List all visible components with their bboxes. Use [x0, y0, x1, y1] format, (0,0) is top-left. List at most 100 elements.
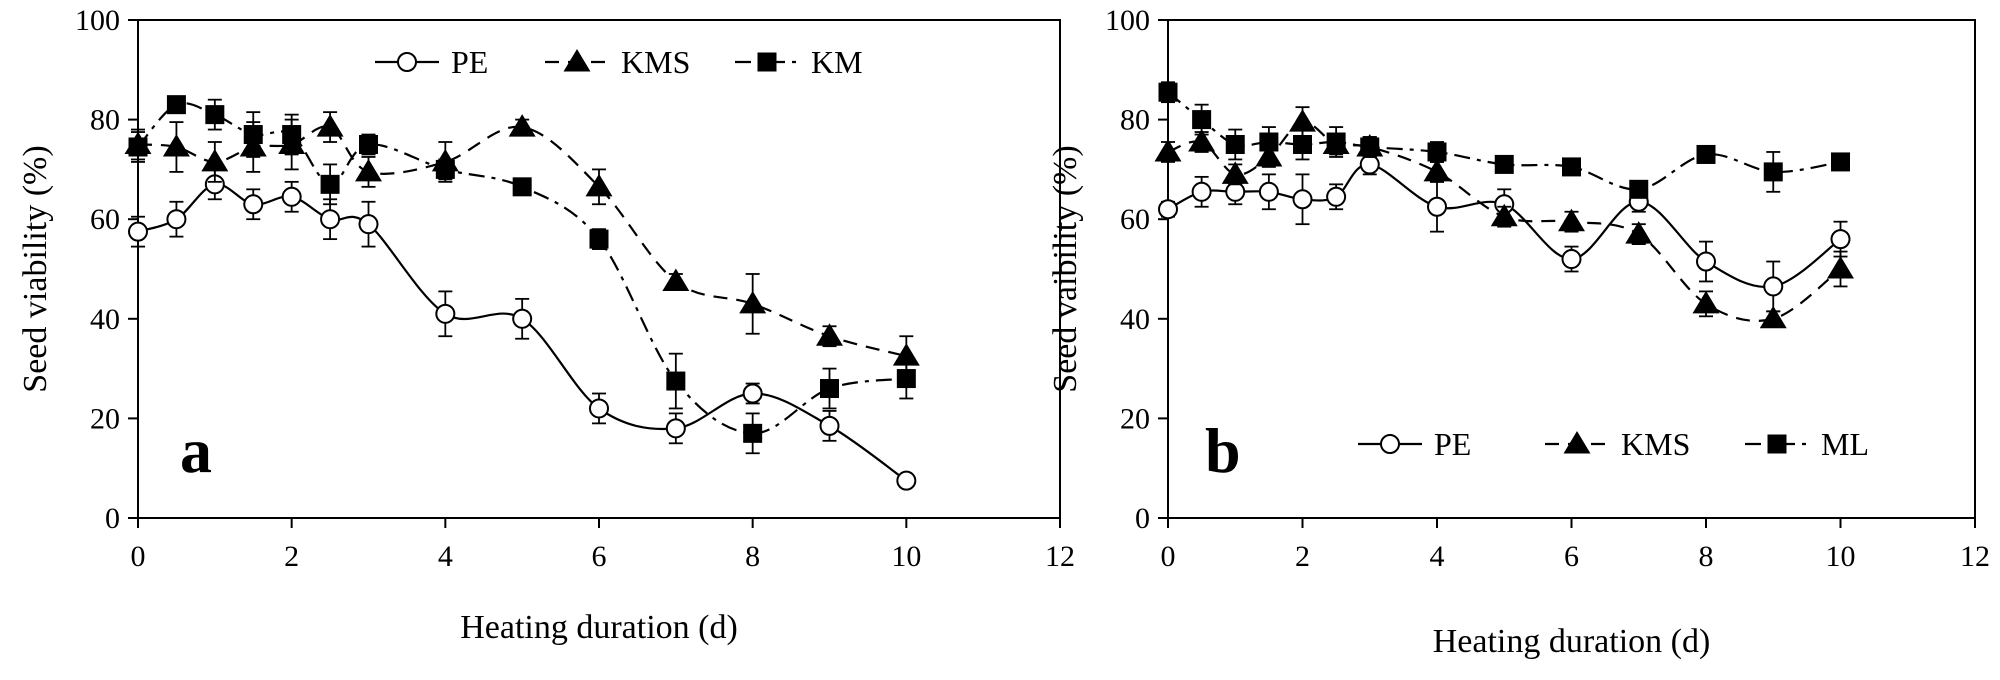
- data-point: [662, 268, 690, 291]
- data-point: [128, 137, 148, 157]
- panel-letter: a: [180, 415, 212, 486]
- legend-label: KM: [811, 44, 863, 80]
- data-point: [1427, 142, 1447, 162]
- data-point: [1188, 129, 1216, 152]
- y-tick-label: 20: [90, 402, 120, 435]
- y-tick-label: 20: [1120, 402, 1150, 435]
- series-pe: [1158, 153, 1851, 313]
- legend-marker: [757, 52, 777, 72]
- data-point: [1221, 161, 1249, 184]
- y-tick-label: 0: [1135, 502, 1150, 535]
- y-tick-label: 0: [105, 502, 120, 535]
- legend-marker: [397, 52, 417, 72]
- data-point: [205, 105, 225, 125]
- data-point: [589, 229, 609, 249]
- x-tick-label: 0: [1161, 540, 1176, 573]
- data-point: [1225, 181, 1246, 202]
- data-point: [320, 174, 340, 194]
- data-point: [1562, 157, 1581, 177]
- data-point: [320, 209, 341, 230]
- legend-marker: [563, 49, 591, 72]
- y-tick-label: 60: [90, 203, 120, 236]
- data-point: [1259, 132, 1279, 152]
- data-point: [896, 470, 917, 491]
- x-axis-title: Heating duration (d): [460, 609, 738, 646]
- data-point: [162, 134, 190, 157]
- data-point: [512, 308, 533, 329]
- data-point: [435, 159, 455, 179]
- data-point: [1827, 256, 1854, 279]
- data-point: [820, 379, 839, 399]
- legend-marker: [1563, 431, 1591, 454]
- legend-entry-ml: ML: [1745, 426, 1869, 462]
- legend-label: PE: [451, 44, 488, 80]
- data-point: [1625, 221, 1653, 244]
- data-point: [816, 323, 843, 346]
- data-point: [358, 214, 379, 235]
- data-point: [1359, 154, 1380, 175]
- data-point: [585, 173, 613, 197]
- chart-panel-b: 0 2 4 6 8 10 12 0 20 40 60 80 100 Heating duration (d…: [1047, 4, 1990, 660]
- data-point: [1759, 305, 1787, 329]
- data-point: [1490, 203, 1518, 227]
- data-point: [666, 371, 686, 391]
- x-tick-label: 2: [1295, 540, 1310, 573]
- legend-entry-kms: KMS: [545, 44, 690, 80]
- x-tick-label: 6: [1564, 540, 1579, 573]
- legend-entry-pe: PE: [1358, 426, 1471, 462]
- plot-frame: [137, 19, 1061, 519]
- x-tick-label: 10: [891, 540, 921, 573]
- data-point: [1225, 135, 1245, 154]
- x-tick-label: 6: [592, 540, 607, 573]
- x-tick-label: 8: [1699, 540, 1714, 573]
- x-tick-label: 12: [1045, 540, 1075, 573]
- data-point: [1192, 110, 1212, 130]
- data-point: [742, 383, 763, 404]
- legend-label: PE: [1434, 426, 1471, 462]
- panel-letter: b: [1205, 415, 1241, 486]
- data-point: [243, 194, 264, 215]
- legend-entry-pe: PE: [375, 44, 488, 80]
- data-point: [1292, 189, 1313, 210]
- y-tick-label: 100: [75, 4, 120, 37]
- y-tick-label: 80: [1120, 104, 1150, 137]
- series-ml: [1158, 81, 1850, 199]
- data-point: [1258, 181, 1279, 202]
- legend-marker: [1380, 434, 1400, 454]
- y-axis-title: Seed vaibility (%): [1047, 145, 1084, 392]
- data-point: [359, 135, 378, 154]
- data-point: [743, 423, 763, 443]
- data-point: [1154, 138, 1182, 162]
- chart-panel-a: 0 2 4 6 8 10 12 0 20 40 60 80 100 Heating duration (d…: [17, 4, 1075, 646]
- data-point: [1763, 276, 1784, 297]
- data-point: [1326, 132, 1346, 152]
- data-point: [1696, 251, 1716, 272]
- y-tick-label: 40: [1120, 303, 1150, 336]
- data-point: [1326, 186, 1347, 207]
- data-point: [1629, 179, 1649, 199]
- data-point: [665, 418, 686, 439]
- x-tick-label: 2: [284, 540, 299, 573]
- y-tick-label: 80: [90, 104, 120, 137]
- data-point: [201, 148, 229, 172]
- data-point: [128, 221, 148, 242]
- legend-label: ML: [1821, 426, 1869, 462]
- legend-marker: [1767, 434, 1787, 454]
- data-point: [1692, 290, 1720, 314]
- data-point: [589, 398, 609, 419]
- data-point: [1830, 229, 1851, 250]
- legend-entry-km: KM: [735, 44, 863, 80]
- data-point: [1696, 144, 1716, 164]
- y-tick-label: 60: [1120, 203, 1150, 236]
- x-tick-label: 4: [438, 540, 453, 573]
- x-tick-label: 4: [1430, 540, 1445, 573]
- data-point: [512, 177, 532, 197]
- legend-entry-kms: KMS: [1545, 426, 1690, 462]
- data-point: [1561, 249, 1582, 270]
- data-point: [166, 209, 187, 230]
- x-tick-label: 8: [745, 540, 760, 573]
- y-tick-label: 100: [1105, 4, 1150, 37]
- data-point: [1289, 109, 1316, 132]
- data-point: [1763, 162, 1783, 182]
